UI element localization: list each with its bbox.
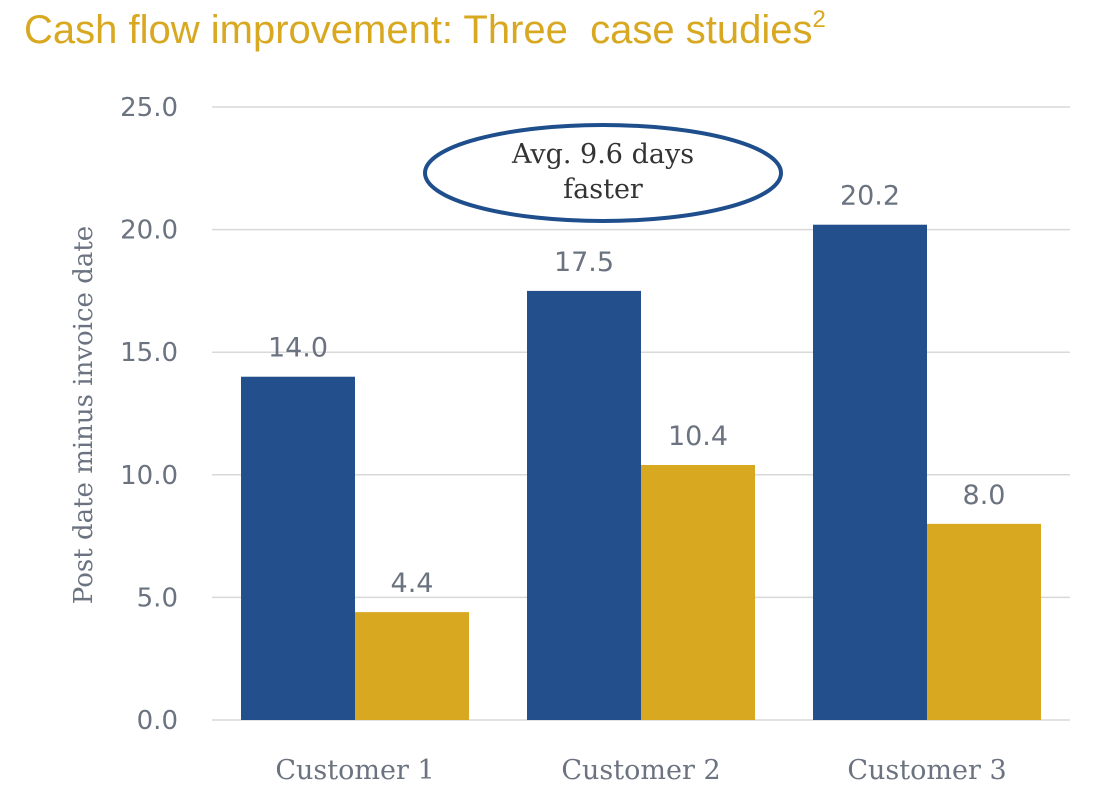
chart-title-text: Cash flow improvement: Three case studie… xyxy=(24,8,813,52)
x-category-label: Customer 2 xyxy=(561,755,720,786)
y-tick-label: 15.0 xyxy=(120,338,178,368)
x-axis-categories: Customer 1 Customer 2 Customer 3 xyxy=(275,755,1006,786)
bar-before-1 xyxy=(241,376,355,720)
data-label: 4.4 xyxy=(391,568,434,599)
data-label: 17.5 xyxy=(554,247,614,278)
y-tick-label: 5.0 xyxy=(137,583,178,613)
y-axis-label: Post date minus invoice date xyxy=(69,226,99,604)
data-label: 14.0 xyxy=(268,333,328,364)
y-tick-label: 25.0 xyxy=(120,93,178,123)
data-label: 8.0 xyxy=(963,480,1006,511)
y-tick-label: 20.0 xyxy=(120,216,178,246)
bar-after-2 xyxy=(641,464,755,720)
annotation-line-1: Avg. 9.6 days xyxy=(511,139,694,170)
data-label: 10.4 xyxy=(668,421,728,452)
bar-after-3 xyxy=(927,523,1041,720)
annotation-ellipse xyxy=(423,123,783,223)
annotation-line-2: faster xyxy=(563,174,643,205)
data-labels: 14.0 4.4 17.5 10.4 20.2 8.0 xyxy=(268,181,1006,599)
chart-title: Cash flow improvement: Three case studie… xyxy=(24,6,826,53)
y-tick-label: 0.0 xyxy=(137,706,178,736)
bar-before-3 xyxy=(813,224,927,721)
bars xyxy=(241,224,1041,721)
x-category-label: Customer 3 xyxy=(847,755,1006,786)
data-label: 20.2 xyxy=(840,181,900,212)
y-tick-label: 10.0 xyxy=(120,461,178,491)
chart-title-footnote: 2 xyxy=(812,6,826,33)
average-annotation: Avg. 9.6 days faster xyxy=(423,123,783,223)
bar-after-1 xyxy=(355,612,469,720)
x-category-label: Customer 1 xyxy=(275,755,434,786)
y-axis-ticks: 0.0 5.0 10.0 15.0 20.0 25.0 xyxy=(120,93,178,736)
bar-before-2 xyxy=(527,290,641,720)
